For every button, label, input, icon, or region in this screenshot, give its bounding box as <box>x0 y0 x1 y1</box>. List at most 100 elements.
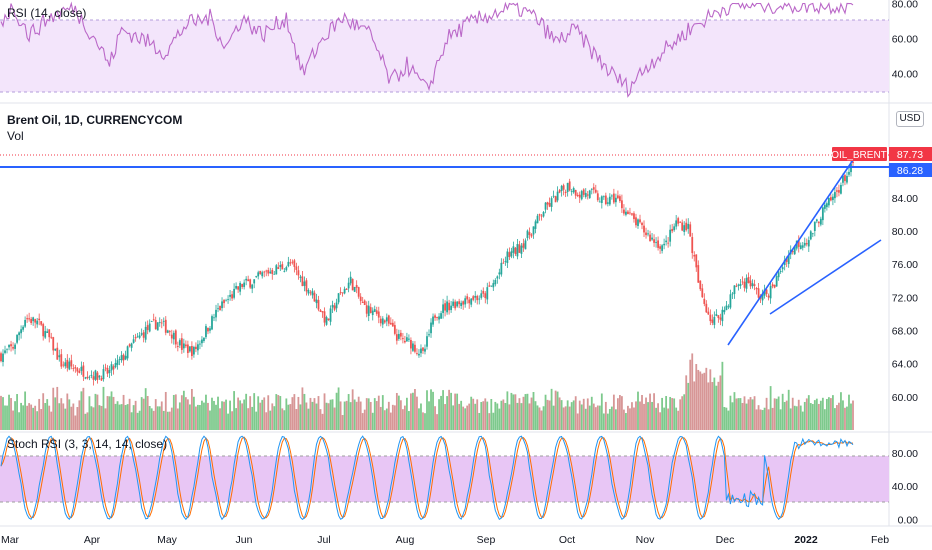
volume-bar <box>108 396 111 430</box>
volume-bar <box>500 400 503 430</box>
candle <box>261 270 264 279</box>
price-pane[interactable] <box>0 154 889 430</box>
candle <box>805 238 808 247</box>
candle <box>239 281 242 296</box>
candle <box>695 254 698 272</box>
candle <box>104 363 107 372</box>
candle <box>375 306 378 316</box>
candle-body <box>775 276 778 287</box>
rsi-pane[interactable] <box>0 1 889 98</box>
candle-body <box>381 318 384 325</box>
stoch-pane[interactable] <box>0 435 889 521</box>
volume-bar <box>305 402 308 430</box>
candle <box>827 197 830 208</box>
candle-body <box>562 185 565 190</box>
candle-body <box>819 218 822 225</box>
volume-bar <box>10 398 12 430</box>
volume-bar <box>715 385 718 430</box>
candle <box>653 234 655 247</box>
candle <box>665 235 668 246</box>
candle-body <box>446 301 448 313</box>
candle <box>673 223 676 232</box>
volume-bar <box>249 396 252 430</box>
candle-body <box>186 344 189 354</box>
volume-bar <box>397 395 400 430</box>
candle-body <box>353 286 356 292</box>
volume-bar <box>428 401 430 430</box>
candle <box>699 280 702 292</box>
candle-body <box>110 364 113 371</box>
candle-body <box>116 360 119 365</box>
candle-body <box>502 262 505 264</box>
candle <box>36 317 39 328</box>
candle-body <box>500 262 503 275</box>
candle <box>186 340 189 358</box>
volume-bar <box>498 408 501 430</box>
candle-body <box>458 301 461 305</box>
volume-bar <box>852 400 854 430</box>
volume-bar <box>225 399 227 430</box>
volume-bar <box>424 413 426 430</box>
candle <box>365 301 368 318</box>
candle <box>691 232 694 259</box>
candle-body <box>285 267 288 271</box>
candle <box>333 302 336 312</box>
candle <box>94 369 97 381</box>
candle-body <box>62 364 65 366</box>
candle-body <box>614 197 617 203</box>
volume-bar <box>337 387 340 430</box>
x-tick-label: Jun <box>236 534 253 546</box>
volume-bar <box>775 398 778 430</box>
volume-bar <box>518 398 521 430</box>
candle <box>327 318 330 321</box>
price-y-tick: 84.00 <box>892 193 918 205</box>
candle-body <box>154 319 157 330</box>
candle <box>54 348 57 352</box>
candle-body <box>673 226 676 231</box>
candle-body <box>846 175 848 183</box>
candle-body <box>148 323 151 332</box>
volume-bar <box>631 402 633 430</box>
volume-bar <box>66 393 69 430</box>
candle <box>403 335 406 344</box>
volume-bar <box>253 393 256 430</box>
candle-body <box>174 330 177 345</box>
candle-body <box>484 293 487 299</box>
volume-bar <box>193 396 195 430</box>
volume-bar <box>850 403 852 430</box>
candle-body <box>751 283 754 287</box>
volume-bar <box>779 409 782 430</box>
volume-bar <box>703 372 706 430</box>
candle <box>406 332 408 342</box>
volume-bar <box>203 402 205 430</box>
volume-bar <box>641 395 643 430</box>
candle <box>582 188 585 198</box>
volume-bar <box>592 403 595 430</box>
candle-body <box>637 219 639 226</box>
volume-bar <box>737 398 740 430</box>
volume-bar <box>299 404 302 430</box>
candle <box>321 311 324 318</box>
volume-bar <box>721 361 724 430</box>
candle-body <box>72 368 75 369</box>
oil-brent-name-tag <box>832 147 887 161</box>
volume-bar <box>566 400 569 430</box>
volume-bar <box>257 396 260 430</box>
candle <box>399 329 402 341</box>
candle <box>498 268 501 280</box>
volume-bar <box>281 408 284 430</box>
candle-body <box>329 308 332 322</box>
volume-bar <box>70 406 73 430</box>
candle <box>20 325 22 339</box>
candle <box>126 345 129 361</box>
candle <box>490 285 493 288</box>
volume-bar <box>765 397 768 430</box>
volume-bar <box>277 395 280 430</box>
candle <box>180 333 183 354</box>
candle-body <box>387 315 390 324</box>
candle-body <box>36 320 39 325</box>
candle-body <box>747 276 750 283</box>
candle <box>619 194 621 203</box>
volume-bar <box>351 389 354 430</box>
currency-badge[interactable]: USD <box>896 111 924 127</box>
